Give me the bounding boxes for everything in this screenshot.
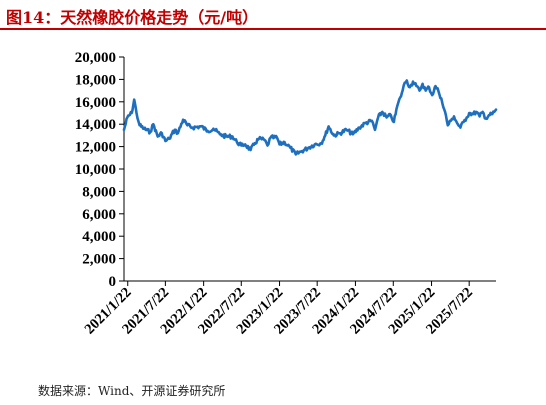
y-tick-label: 4,000 (82, 229, 116, 245)
y-tick-label: 8,000 (82, 184, 116, 200)
y-tick-label: 12,000 (75, 140, 116, 156)
y-tick-label: 14,000 (75, 117, 116, 133)
y-tick-label: 6,000 (82, 207, 116, 223)
y-tick-label: 2,000 (82, 252, 116, 268)
y-tick-label: 0 (109, 274, 117, 290)
y-tick-label: 20,000 (75, 50, 116, 66)
chart-title: 图14：天然橡胶价格走势（元/吨） (6, 8, 259, 27)
title-underline (0, 28, 546, 30)
series-group (122, 79, 498, 156)
source-note: 数据来源：Wind、开源证券研究所 (38, 384, 226, 398)
y-tick-label: 18,000 (75, 72, 116, 88)
y-axis: 0 2,000 4,000 6,000 8,000 10,000 12,000 14,000 1… (75, 50, 125, 290)
y-tick-label: 10,000 (75, 162, 116, 178)
price-series-line (122, 79, 498, 156)
x-axis: 2021/1/222021/7/222022/1/222022/7/222023… (82, 280, 496, 337)
y-tick-label: 16,000 (75, 95, 116, 111)
